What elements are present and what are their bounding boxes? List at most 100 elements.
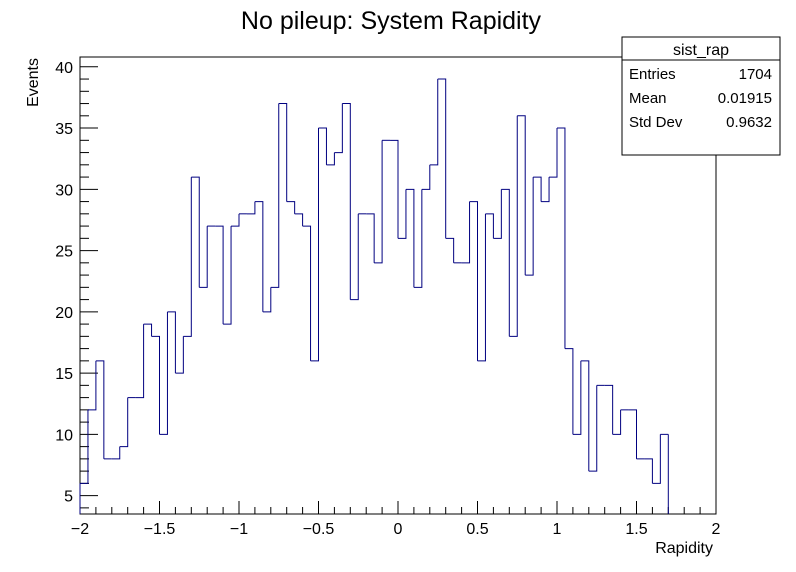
histogram-bin [87,360,97,411]
histogram-bin [485,213,494,239]
histogram-bin [525,177,534,276]
stats-mean-value: 0.01915 [718,90,772,107]
histogram-bin [246,201,256,215]
histogram-bin [326,152,335,166]
histogram-bin [413,189,423,288]
histogram-bin [302,225,312,361]
histogram-bin [509,115,518,337]
histogram-bin [557,127,566,349]
y-axis-label: Events [25,58,42,107]
histogram-bin [310,128,319,362]
histogram-bin [493,189,502,239]
histogram-bin [477,213,486,362]
y-tick-label: 20 [55,305,73,322]
histogram-bin [604,384,614,435]
histogram-bin [151,335,160,435]
x-tick-label: −1 [230,521,248,538]
stats-box-frame [621,36,781,156]
histogram-bin [652,434,661,484]
histogram-bin [405,188,415,288]
stats-box-name: sist_rap [673,42,729,59]
histogram-bin [501,188,510,337]
y-tick-label: 35 [55,121,73,138]
histogram-bin [564,348,574,435]
histogram-bin [254,201,264,312]
histogram-bin [437,78,447,239]
histogram-bin [398,189,407,239]
histogram-bin [612,409,622,435]
histogram-bin [421,164,431,190]
x-axis-ticks [79,501,717,514]
y-tick-label: 5 [64,489,73,506]
stats-entries-label: Entries [629,66,676,83]
y-tick-label: 40 [55,60,73,77]
histogram-bin [199,226,208,288]
x-axis-label: Rapidity [655,540,713,557]
histogram-bin [628,409,637,459]
y-axis-ticks [80,66,98,509]
stats-mean-label: Mean [629,90,667,107]
histogram-bin [175,336,184,374]
histogram-bin [572,360,582,435]
histogram-bin [588,385,598,472]
x-tick-label: 0.5 [466,521,488,538]
x-tick-label: −0.5 [303,521,335,538]
histogram-bin [119,397,129,448]
histogram-bin [143,323,153,337]
stats-stddev-value: 0.9632 [726,114,772,131]
histogram-bin [231,213,240,227]
histogram-bin [533,176,542,202]
histogram-bin [191,176,200,288]
histogram-bin [429,79,439,166]
histogram-bin [318,127,327,165]
y-tick-label: 15 [55,366,73,383]
x-tick-label: 1 [553,521,562,538]
histogram-bin [374,140,383,264]
x-tick-label: 2 [712,521,721,538]
y-tick-label: 30 [55,182,73,199]
histogram-bin [262,287,272,313]
x-tick-label: −1.5 [144,521,176,538]
histogram-bin [342,103,351,300]
histogram-bin [580,360,590,472]
stats-entries-value: 1704 [739,66,772,83]
histogram-bin [80,409,89,484]
histogram-bin [167,311,176,374]
chart-title: No pileup: System Rapidity [241,7,542,35]
x-tick-label: −2 [71,521,89,538]
y-tick-label: 10 [55,427,73,444]
histogram-bin [549,128,558,178]
plot-frame-group [79,56,717,515]
histogram-bin [159,311,168,435]
histogram-series [79,78,669,514]
histogram-bin [278,103,288,202]
histogram-bin [95,360,105,459]
histogram-bin [286,201,296,214]
histogram-bin [541,177,550,203]
histogram-bin [135,324,145,399]
x-tick-label: 0 [394,521,403,538]
histogram-bin [469,201,478,361]
histogram-bin [445,237,455,263]
histogram-bin [183,177,192,337]
histogram-bin [294,213,304,227]
plot-frame [79,56,717,515]
stats-box: sist_rap Entries 1704 Mean 0.01915 Std D… [621,36,781,156]
histogram-bin [644,458,653,484]
histogram-bin [270,103,280,288]
histogram-bin [517,115,526,276]
stats-stddev-label: Std Dev [629,114,683,131]
x-axis-tick-labels: −2 −1.5 −1 −0.5 0 0.5 1 1.5 2 [71,521,721,538]
y-axis-tick-labels: 5 10 15 20 25 30 35 40 [55,60,73,506]
y-tick-label: 25 [55,244,73,261]
x-tick-label: 1.5 [625,521,647,538]
histogram-bin [111,446,121,460]
histogram-bin [461,201,471,264]
histogram-bin [390,139,399,239]
histogram-bin [350,213,359,301]
histogram-bin [366,213,375,263]
histogram-bin [215,225,224,325]
histogram-bin [223,226,232,325]
histogram-bin [334,103,343,154]
